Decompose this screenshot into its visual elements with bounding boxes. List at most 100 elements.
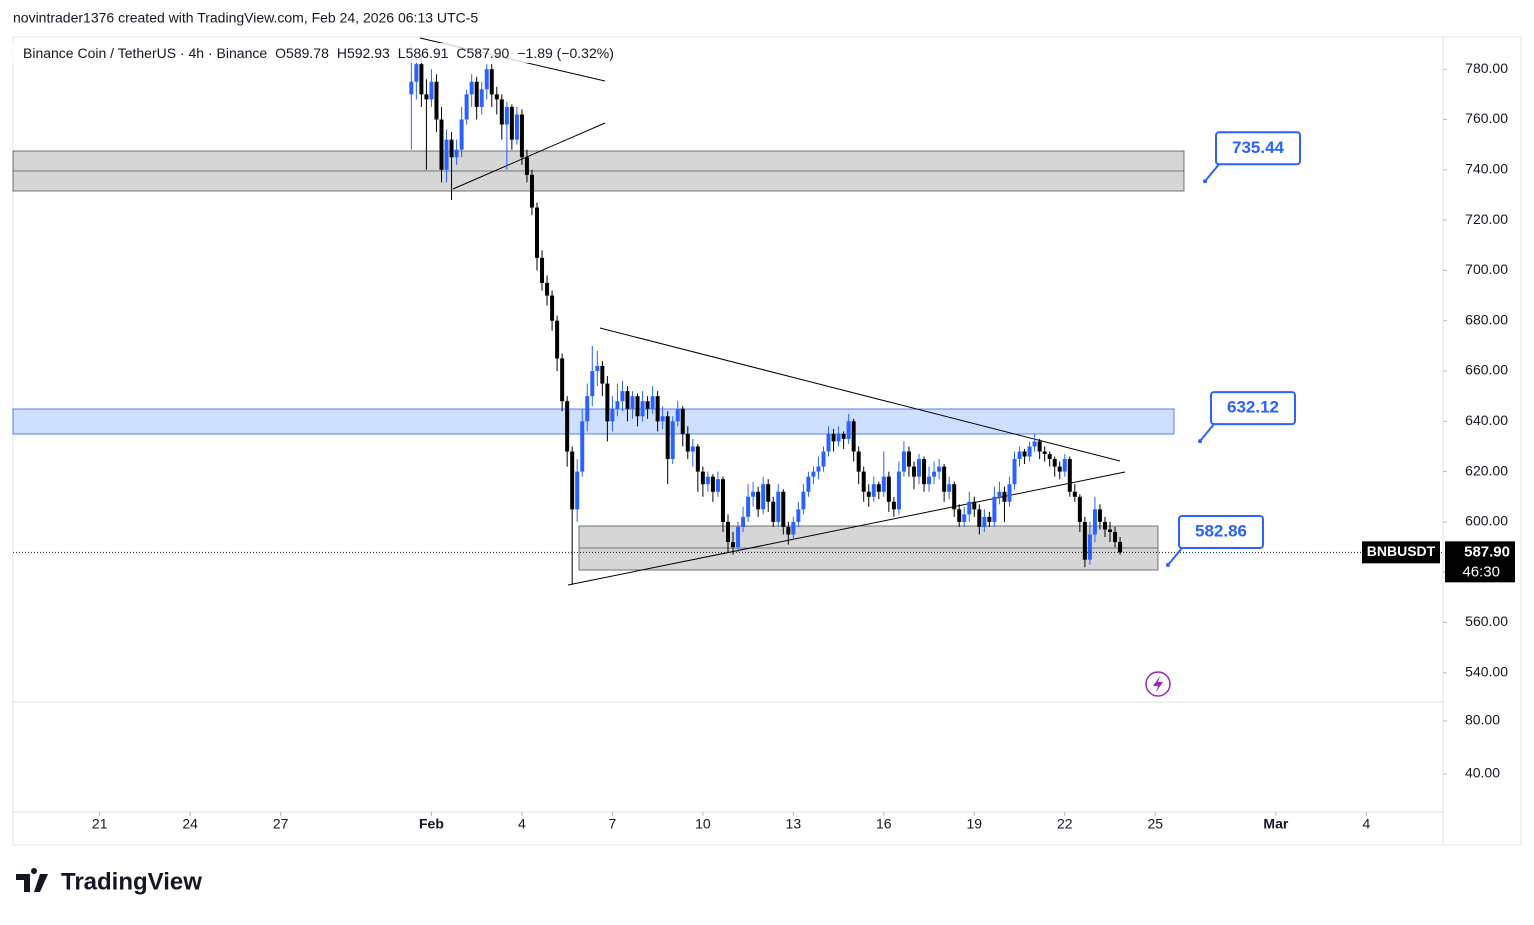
- y-tick-label: 700.00: [1465, 261, 1508, 277]
- candle-body: [690, 446, 695, 452]
- y-tick-label: 720.00: [1465, 211, 1508, 227]
- candle-body: [705, 476, 710, 485]
- x-tick-label: 25: [1147, 816, 1163, 832]
- symbol-box: [1362, 541, 1440, 564]
- candle-body: [927, 476, 932, 485]
- candle-body: [494, 94, 499, 100]
- candle-body: [1057, 466, 1062, 472]
- candle-body: [1118, 542, 1123, 553]
- candle-body: [1002, 491, 1007, 502]
- candle-body: [600, 365, 605, 384]
- candle-body: [1047, 454, 1052, 460]
- candle-body: [575, 471, 580, 510]
- candle-body: [665, 416, 670, 460]
- candle-body: [534, 207, 539, 258]
- candle-body: [942, 466, 947, 492]
- candle-body: [610, 408, 615, 422]
- candle-body: [811, 471, 816, 477]
- legend-bg: [12, 43, 652, 63]
- header: novintrader1376 created with TradingView…: [13, 10, 478, 26]
- candle-body: [635, 396, 640, 417]
- x-tick-label: 16: [876, 816, 892, 832]
- candle-body: [821, 451, 826, 467]
- candle-body: [861, 471, 866, 492]
- candle-body: [922, 459, 927, 485]
- candle-body: [776, 491, 781, 522]
- candle-body: [625, 391, 630, 409]
- candle-body: [595, 365, 600, 372]
- x-tick-label: 4: [518, 816, 526, 832]
- candle-body: [972, 501, 977, 510]
- callout-pointer: [1204, 163, 1220, 182]
- legend-interval: 4h: [189, 45, 205, 61]
- candle-body: [605, 383, 610, 422]
- y-tick-label: 640.00: [1465, 412, 1508, 428]
- legend-symbol: Binance Coin / TetherUS: [23, 45, 176, 61]
- y-tick-label: 780.00: [1465, 60, 1508, 76]
- legend: Binance Coin / TetherUS · 4h · Binance O5…: [23, 45, 614, 61]
- candle-body: [519, 114, 524, 158]
- candle-body: [917, 459, 922, 477]
- candle-body: [731, 542, 736, 548]
- callout-label: 582.86: [1195, 522, 1247, 541]
- candle-body: [479, 89, 484, 107]
- candle-body: [851, 421, 856, 452]
- candle-body: [761, 484, 766, 510]
- x-tick-label: 13: [786, 816, 802, 832]
- candle-body: [715, 479, 720, 492]
- candle-body: [756, 491, 761, 510]
- candle-body: [866, 491, 871, 497]
- y-tick-label: 560.00: [1465, 613, 1508, 629]
- candle-body: [655, 396, 660, 422]
- candle-body: [992, 496, 997, 522]
- candle-body: [1032, 441, 1037, 447]
- candle-body: [540, 257, 545, 283]
- candle-body: [741, 516, 746, 527]
- candle-body: [710, 476, 715, 492]
- candle-body: [499, 99, 504, 125]
- candle-body: [952, 484, 957, 510]
- candle-body: [670, 421, 675, 460]
- alert-icon[interactable]: [1145, 671, 1171, 697]
- candle-body: [766, 484, 771, 502]
- candle-body: [620, 391, 625, 402]
- candle-body: [751, 491, 756, 497]
- candle-body: [856, 451, 861, 472]
- candle-body: [645, 401, 650, 409]
- x-tick-label: 27: [273, 816, 289, 832]
- candle-body: [1012, 459, 1017, 485]
- candle-body: [982, 516, 987, 527]
- candle-body: [685, 433, 690, 452]
- callout-label: 632.12: [1227, 398, 1279, 417]
- x-tick-label: 21: [92, 816, 108, 832]
- candle-body: [434, 81, 439, 120]
- candle-body: [1067, 459, 1072, 492]
- candle-body: [896, 471, 901, 510]
- candle-body: [901, 451, 906, 472]
- legend-close: C587.90: [456, 45, 509, 61]
- candle-body: [700, 471, 705, 485]
- y-tick-label: 660.00: [1465, 362, 1508, 378]
- candle-body: [806, 476, 811, 492]
- candle-body: [509, 106, 514, 140]
- candle-body: [726, 521, 730, 543]
- y-tick-label: 600.00: [1465, 513, 1508, 529]
- candle-body: [1102, 521, 1107, 530]
- candle-body: [831, 433, 836, 442]
- candle-body: [736, 526, 741, 548]
- lower-y-tick-label: 40.00: [1465, 765, 1500, 781]
- candle-body: [906, 451, 911, 467]
- callout-box: [1215, 131, 1301, 166]
- callout-label: 735.44: [1232, 138, 1285, 157]
- candle-body: [932, 471, 937, 477]
- candle-body: [675, 408, 680, 422]
- x-tick-label: 4: [1362, 816, 1370, 832]
- candle-body: [1082, 521, 1087, 560]
- candle-body: [746, 496, 751, 517]
- x-tick-label: 22: [1057, 816, 1073, 832]
- y-tick-label: 740.00: [1465, 161, 1508, 177]
- candle-body: [484, 69, 489, 90]
- candle-body: [836, 433, 841, 442]
- candle-body: [630, 396, 635, 409]
- candle-body: [791, 521, 796, 535]
